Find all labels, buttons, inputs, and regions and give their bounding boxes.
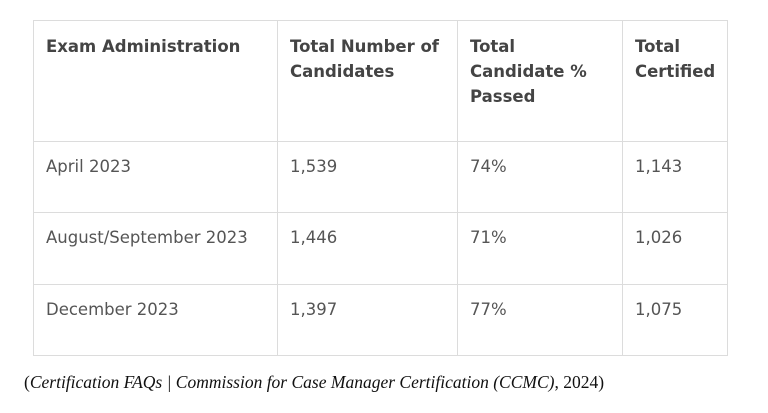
table-cell: 77%: [457, 284, 623, 356]
header-cell: Total Certified: [622, 20, 728, 142]
caption-text: , 2024): [554, 372, 605, 392]
table-cell: 1,446: [277, 212, 458, 285]
header-cell: Total Candidate % Passed: [457, 20, 623, 142]
table-cell: 1,397: [277, 284, 458, 356]
caption-text: Certification FAQs | Commission for Case…: [29, 372, 555, 392]
header-cell: Total Number of Candidates: [277, 20, 458, 142]
table-cell: 1,143: [622, 141, 728, 213]
table-cell: 74%: [457, 141, 623, 213]
caption-text: (: [24, 372, 30, 392]
header-cell: Exam Administration: [33, 20, 278, 142]
header-text: Total: [635, 37, 681, 56]
table-cell: December 2023: [33, 284, 278, 356]
table-cell: 1,075: [622, 284, 728, 356]
header-text: Total: [470, 37, 516, 56]
header-text: Exam Administration: [46, 37, 241, 56]
header-text: Certified: [635, 62, 716, 81]
caption: (Certification FAQs | Commission for Cas…: [24, 372, 604, 393]
header-text: Candidates: [290, 62, 395, 81]
header-text: Passed: [470, 87, 536, 106]
header-text: Total Number of: [290, 37, 439, 56]
table-cell: 71%: [457, 212, 623, 285]
table-cell: April 2023: [33, 141, 278, 213]
table-cell: 1,539: [277, 141, 458, 213]
table-cell: August/September 2023: [33, 212, 278, 285]
header-text: Candidate %: [470, 62, 587, 81]
table-cell: 1,026: [622, 212, 728, 285]
